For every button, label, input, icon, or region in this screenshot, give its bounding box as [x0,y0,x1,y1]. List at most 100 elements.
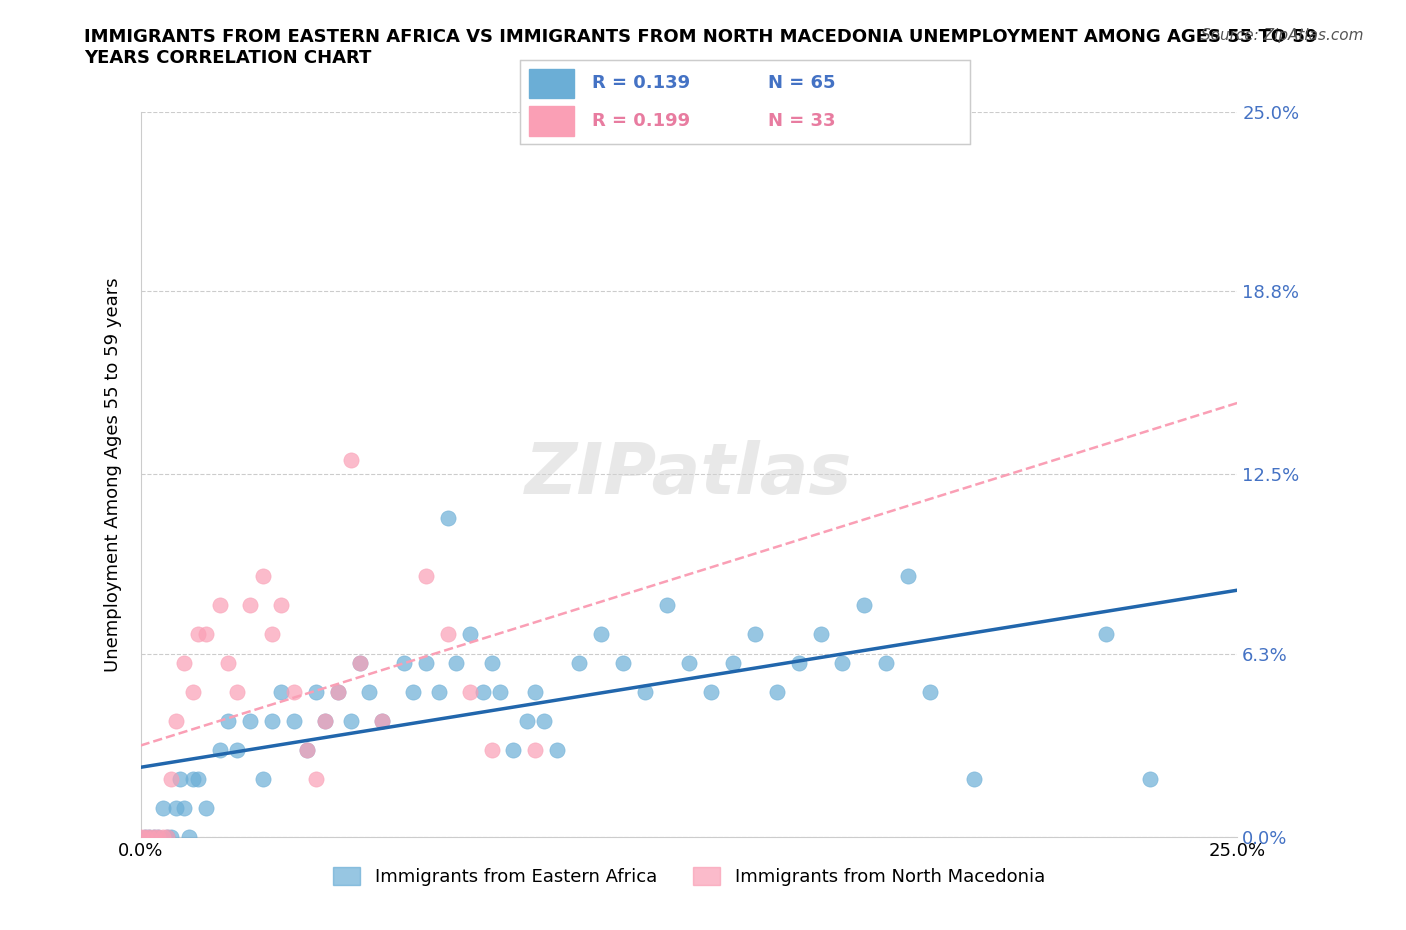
Point [208,597,231,612]
Point [516,713,538,728]
Point [787,656,810,671]
Point [195,801,218,816]
Point [156,830,179,844]
Point [415,656,437,671]
Point [875,656,897,671]
Point [156,830,179,844]
Point [146,830,169,844]
Point [239,713,262,728]
Text: Source: ZipAtlas.com: Source: ZipAtlas.com [1201,28,1364,43]
Point [471,684,494,699]
Point [546,742,568,757]
Point [744,627,766,642]
Point [252,772,274,787]
Y-axis label: Unemployment Among Ages 55 to 59 years: Unemployment Among Ages 55 to 59 years [104,277,122,671]
Point [270,597,292,612]
Point [173,801,195,816]
Point [810,627,832,642]
Point [217,656,239,671]
Point [326,684,349,699]
FancyBboxPatch shape [529,69,574,98]
Point [655,597,678,612]
Point [160,830,183,844]
Point [226,684,249,699]
Point [177,830,200,844]
Point [297,742,319,757]
Point [678,656,700,671]
Point [262,627,284,642]
Point [700,684,723,699]
Text: R = 0.139: R = 0.139 [592,74,690,92]
Point [340,713,363,728]
Point [138,830,160,844]
Point [314,713,336,728]
Point [217,713,239,728]
Point [152,830,174,844]
Point [568,656,591,671]
Point [142,830,165,844]
Point [195,627,218,642]
Point [340,452,363,467]
Point [134,830,156,844]
Point [436,511,458,525]
Point [502,742,524,757]
Point [458,627,481,642]
Legend: Immigrants from Eastern Africa, Immigrants from North Macedonia: Immigrants from Eastern Africa, Immigran… [326,859,1052,893]
Point [326,684,349,699]
Point [129,830,152,844]
Point [1139,772,1161,787]
Point [146,830,169,844]
Text: IMMIGRANTS FROM EASTERN AFRICA VS IMMIGRANTS FROM NORTH MACEDONIA UNEMPLOYMENT A: IMMIGRANTS FROM EASTERN AFRICA VS IMMIGR… [84,28,1317,67]
Point [349,656,371,671]
Point [142,830,165,844]
Point [524,742,547,757]
Point [165,713,187,728]
Point [371,713,394,728]
Point [305,684,328,699]
Point [533,713,555,728]
Text: ZIPatlas: ZIPatlas [526,440,852,509]
Point [270,684,292,699]
Point [1094,627,1116,642]
Point [357,684,380,699]
Point [208,742,231,757]
Point [152,801,174,816]
Point [165,801,187,816]
Point [591,627,613,642]
Point [187,772,209,787]
Point [392,656,415,671]
Point [138,830,160,844]
Point [481,742,503,757]
Point [963,772,986,787]
Point [458,684,481,699]
Point [612,656,634,671]
Point [181,684,204,699]
Point [371,713,394,728]
Text: N = 65: N = 65 [768,74,835,92]
Point [226,742,249,757]
Text: N = 33: N = 33 [768,112,835,129]
Point [134,830,156,844]
Point [169,772,191,787]
Point [262,713,284,728]
Point [524,684,547,699]
Point [897,568,920,583]
Point [297,742,319,757]
Point [401,684,423,699]
Point [634,684,657,699]
Point [415,568,437,583]
Point [239,597,262,612]
Point [446,656,468,671]
Point [283,684,305,699]
Point [721,656,744,671]
Point [481,656,503,671]
Point [831,656,853,671]
Point [853,597,876,612]
Point [314,713,336,728]
Point [187,627,209,642]
Point [173,656,195,671]
Text: R = 0.199: R = 0.199 [592,112,690,129]
FancyBboxPatch shape [529,107,574,136]
Point [305,772,328,787]
Point [436,627,458,642]
